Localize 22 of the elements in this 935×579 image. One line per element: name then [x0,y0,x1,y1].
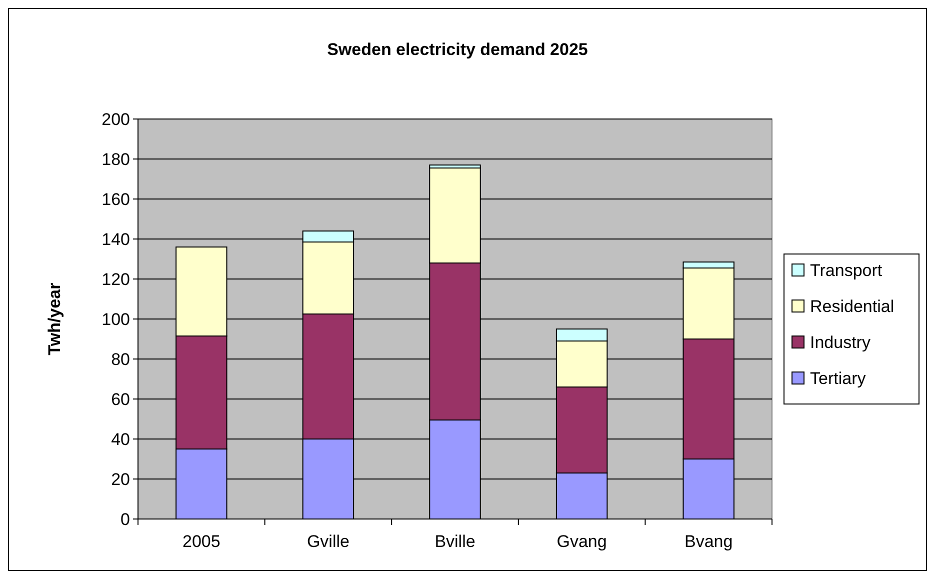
chart-title: Sweden electricity demand 2025 [327,40,588,59]
x-tick-label: 2005 [182,532,220,551]
y-tick-label: 60 [111,390,130,409]
y-tick-label: 0 [120,510,130,529]
legend-label: Transport [810,260,882,280]
legend-label: Residential [810,296,894,316]
y-tick-label: 140 [102,230,130,249]
x-tick-label: Gvang [556,532,607,551]
legend-label: Tertiary [810,368,866,388]
x-tick-label: Gville [306,532,350,551]
y-tick-label: 80 [111,350,130,369]
y-tick-label: 160 [102,190,130,209]
y-axis-title: Twh/year [45,282,64,356]
y-tick-label: 40 [111,430,130,449]
legend-label: Industry [810,332,871,352]
y-tick-label: 20 [111,470,130,489]
y-tick-label: 180 [102,150,130,169]
x-tick-label: Bvang [684,532,733,551]
y-tick-label: 200 [102,110,130,129]
y-tick-label: 100 [102,310,130,329]
y-tick-label: 120 [102,270,130,289]
x-tick-label: Bville [434,532,476,551]
